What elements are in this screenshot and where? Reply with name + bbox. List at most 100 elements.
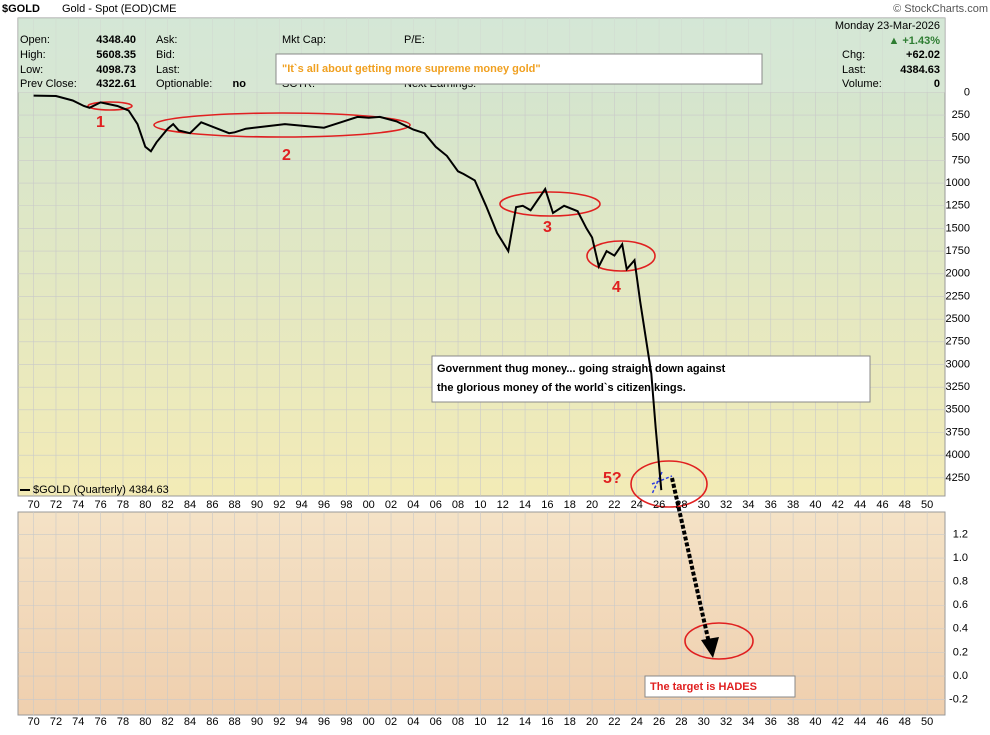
x-tick-label: 04 (407, 716, 419, 728)
x-tick-label: 50 (921, 499, 933, 511)
callout: Government thug money... going straight … (437, 363, 726, 375)
main-panel (17, 17, 946, 497)
circle (153, 112, 411, 138)
circle (87, 101, 133, 111)
circle (630, 460, 708, 508)
y-tick-label: 3500 (946, 404, 970, 416)
x-tick-label: 28 (675, 499, 687, 511)
field-label: Volume: (842, 78, 882, 90)
y-tick-label: 1250 (946, 200, 970, 212)
y-tick-label: 3250 (946, 381, 970, 393)
field-value: 0 (934, 78, 940, 90)
x-tick-label: 00 (363, 499, 375, 511)
y-tick-label: 0.8 (953, 576, 968, 588)
arrow-head (701, 637, 719, 658)
x-tick-label: 10 (474, 499, 486, 511)
y-tick-label: 4250 (946, 472, 970, 484)
x-tick-label: 30 (698, 499, 710, 511)
x-tick-label: 50 (921, 716, 933, 728)
x-tick-label: 90 (251, 716, 263, 728)
x-tick-label: 06 (430, 499, 442, 511)
y-tick-label: 2750 (946, 336, 970, 348)
y-tick-label: 0.0 (953, 670, 968, 682)
x-tick-label: 88 (229, 716, 241, 728)
x-tick-label: 30 (698, 716, 710, 728)
x-tick-label: 80 (139, 499, 151, 511)
x-tick-label: 34 (742, 716, 754, 728)
label: 5? (603, 470, 622, 487)
legend-entry: $GOLD (Quarterly) 4384.63 (33, 484, 169, 496)
x-tick-label: 98 (340, 716, 352, 728)
date: Monday 23-Mar-2026 (835, 20, 940, 32)
x-tick-label: 46 (876, 499, 888, 511)
field-label: Open: (20, 34, 50, 46)
x-tick-label: 72 (50, 499, 62, 511)
x-tick-label: 32 (720, 716, 732, 728)
field-label: Ask: (156, 34, 177, 46)
x-tick-label: 02 (385, 716, 397, 728)
y-tick-label: 0.6 (953, 599, 968, 611)
exchange: CME (152, 3, 176, 15)
x-tick-label: 12 (497, 716, 509, 728)
x-tick-label: 76 (95, 716, 107, 728)
target-box (644, 675, 796, 698)
field-label: Low: (20, 64, 43, 76)
x-tick-label: 92 (273, 499, 285, 511)
x-tick-label: 36 (765, 716, 777, 728)
field-value: 4322.61 (96, 78, 136, 90)
x-tick-label: 02 (385, 499, 397, 511)
label: 3 (543, 219, 552, 236)
x-tick-label: 42 (832, 716, 844, 728)
field-value: +62.02 (906, 49, 940, 61)
x-tick-label: 42 (832, 499, 844, 511)
symbol: $GOLD (2, 3, 40, 15)
arrow (670, 477, 711, 644)
y-tick-label: 0 (964, 86, 970, 98)
field-label: Last: (156, 64, 180, 76)
x-tick-label: 16 (541, 716, 553, 728)
x-tick-label: 74 (72, 716, 84, 728)
label: 1 (96, 114, 105, 131)
y-tick-label: 4000 (946, 449, 970, 461)
field-value: no (233, 78, 247, 90)
label: 4 (612, 279, 621, 296)
y-tick-label: 3750 (946, 426, 970, 438)
x-tick-label: 20 (586, 716, 598, 728)
x-tick-label: 14 (519, 499, 531, 511)
y-tick-label: 2500 (946, 313, 970, 325)
x-tick-label: 28 (675, 716, 687, 728)
x-tick-label: 14 (519, 716, 531, 728)
circle (684, 622, 754, 660)
x-tick-label: 46 (876, 716, 888, 728)
y-tick-label: -0.2 (949, 694, 968, 706)
x-tick-label: 70 (28, 716, 40, 728)
x-tick-label: 86 (206, 499, 218, 511)
y-tick-label: 750 (952, 154, 970, 166)
x-tick-label: 12 (497, 499, 509, 511)
x-tick-label: 92 (273, 716, 285, 728)
x-tick-label: 10 (474, 716, 486, 728)
x-tick-label: 34 (742, 499, 754, 511)
lower-panel (17, 511, 946, 716)
x-tick-label: 16 (541, 499, 553, 511)
grid (18, 18, 945, 715)
x-tick-label: 22 (608, 499, 620, 511)
x-tick-label: 82 (162, 716, 174, 728)
field-value: 4098.73 (96, 64, 136, 76)
y-tick-label: 250 (952, 109, 970, 121)
field-label: Bid: (156, 49, 175, 61)
x-tick-label: 88 (229, 499, 241, 511)
x-tick-label: 48 (899, 716, 911, 728)
x-tick-label: 70 (28, 499, 40, 511)
x-tick-label: 06 (430, 716, 442, 728)
y-tick-label: 1.2 (953, 528, 968, 540)
y-tick-label: 1.0 (953, 552, 968, 564)
x-tick-label: 44 (854, 499, 866, 511)
x-tick-label: 74 (72, 499, 84, 511)
x-tick-label: 18 (564, 716, 576, 728)
x-tick-label: 38 (787, 499, 799, 511)
callout-box (431, 355, 871, 403)
y-tick-label: 3000 (946, 358, 970, 370)
x-tick-label: 08 (452, 499, 464, 511)
